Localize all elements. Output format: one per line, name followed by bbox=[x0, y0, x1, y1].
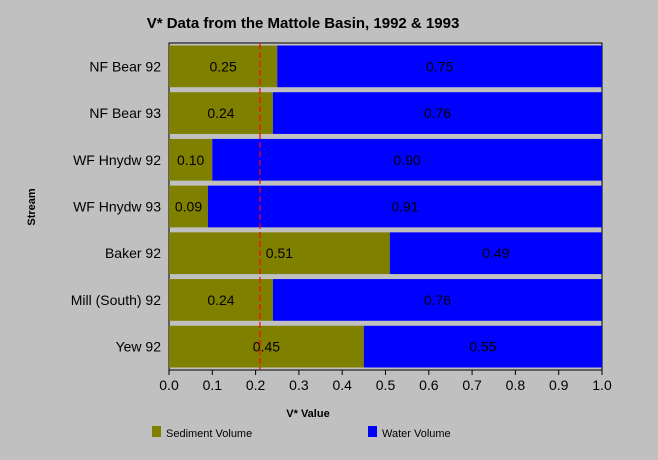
bar-sediment bbox=[169, 325, 364, 368]
x-tick-label: 0.9 bbox=[549, 377, 569, 393]
data-label: 0.10 bbox=[177, 152, 204, 168]
x-tick-label: 0.4 bbox=[332, 377, 352, 393]
x-tick-label: 0.0 bbox=[159, 377, 179, 393]
y-tick-label: NF Bear 93 bbox=[89, 105, 161, 121]
data-label: 0.24 bbox=[207, 292, 234, 308]
bars-layer: 0.25 0.75 0.24 0.76 0.10 0.90 0.09 0.91 0.51 0.49… bbox=[169, 45, 603, 368]
data-label: 0.55 bbox=[469, 339, 496, 355]
data-label: 0.09 bbox=[175, 199, 202, 215]
y-axis-tick-labels: NF Bear 92 NF Bear 93 WF Hnydw 92 WF Hnydw … bbox=[71, 58, 161, 354]
data-label: 0.51 bbox=[266, 245, 293, 261]
legend-swatch bbox=[368, 426, 377, 437]
y-tick-label: WF Hnydw 93 bbox=[73, 199, 161, 215]
legend-label: Water Volume bbox=[382, 428, 451, 440]
x-tick-label: 0.5 bbox=[376, 377, 396, 393]
y-tick-label: NF Bear 92 bbox=[89, 58, 161, 74]
bar-sediment bbox=[169, 138, 213, 181]
data-label: 0.76 bbox=[424, 105, 451, 121]
plot-area: 0.25 0.75 0.24 0.76 0.10 0.90 0.09 0.91 0.51 0.49… bbox=[168, 42, 603, 371]
x-tick-label: 0.3 bbox=[289, 377, 309, 393]
data-label: 0.76 bbox=[424, 292, 451, 308]
legend-swatch bbox=[152, 426, 161, 437]
x-tick-label: 0.7 bbox=[462, 377, 482, 393]
bar-sediment bbox=[169, 279, 273, 321]
data-label: 0.49 bbox=[482, 245, 509, 261]
x-axis-label: V* Value bbox=[286, 408, 329, 420]
bar-sediment bbox=[169, 45, 278, 88]
legend-label: Sediment Volume bbox=[166, 428, 252, 440]
bar-water bbox=[272, 279, 602, 321]
y-axis-label: Stream bbox=[26, 188, 38, 226]
x-tick-label: 1.0 bbox=[592, 377, 612, 393]
bar-water bbox=[363, 325, 602, 368]
data-label: 0.25 bbox=[210, 58, 237, 74]
bar-water bbox=[277, 45, 602, 88]
x-tick-label: 0.8 bbox=[506, 377, 526, 393]
y-tick-label: Mill (South) 92 bbox=[71, 292, 161, 308]
y-tick-label: Yew 92 bbox=[116, 339, 162, 355]
y-tick-label: Baker 92 bbox=[105, 245, 161, 261]
data-label: 0.45 bbox=[253, 339, 280, 355]
data-label: 0.75 bbox=[426, 58, 453, 74]
x-tick-label: 0.6 bbox=[419, 377, 439, 393]
legend: Sediment Volume Water Volume bbox=[152, 426, 451, 440]
bar-water bbox=[389, 232, 602, 275]
bar-water bbox=[272, 92, 602, 134]
data-label: 0.90 bbox=[394, 152, 421, 168]
bar-sediment bbox=[169, 92, 273, 134]
x-tick-label: 0.2 bbox=[246, 377, 266, 393]
bar-water bbox=[212, 138, 603, 181]
data-label: 0.24 bbox=[207, 105, 234, 121]
x-axis: 0.0 0.1 0.2 0.3 0.4 0.5 0.6 0.7 0.8 0.9 1.0 bbox=[159, 370, 612, 393]
bar-sediment bbox=[169, 185, 208, 228]
bar-sediment bbox=[169, 232, 390, 275]
bar-water bbox=[207, 185, 602, 228]
chart-title: V* Data from the Mattole Basin, 1992 & 1… bbox=[147, 15, 460, 32]
data-label: 0.91 bbox=[391, 199, 418, 215]
x-tick-label: 0.1 bbox=[203, 377, 223, 393]
y-tick-label: WF Hnydw 92 bbox=[73, 152, 161, 168]
